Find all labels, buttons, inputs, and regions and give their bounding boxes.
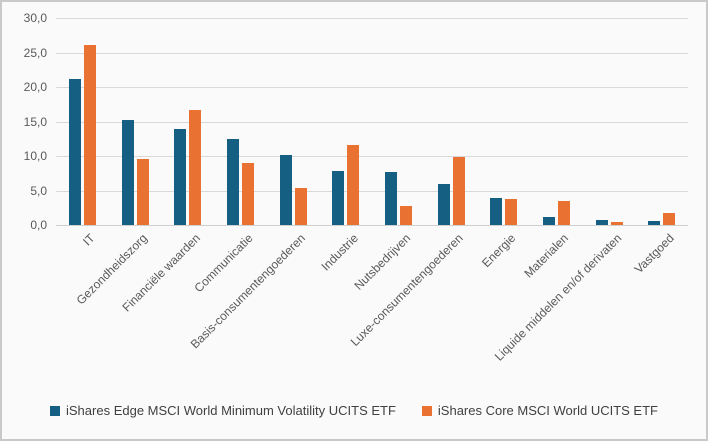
bar-core-4 bbox=[295, 188, 307, 225]
y-axis-tick-label: 10,0 bbox=[23, 149, 47, 163]
bar-core-1 bbox=[137, 159, 149, 225]
gridline bbox=[56, 52, 688, 54]
bar-core-10 bbox=[611, 222, 623, 225]
gridline bbox=[56, 190, 688, 192]
bar-minvol-3 bbox=[227, 139, 239, 225]
x-axis-line bbox=[56, 225, 688, 226]
chart-legend: iShares Edge MSCI World Minimum Volatili… bbox=[0, 403, 708, 418]
bar-minvol-6 bbox=[385, 172, 397, 225]
bar-core-9 bbox=[558, 201, 570, 225]
bar-minvol-10 bbox=[596, 220, 608, 225]
x-axis-category-label: Energie bbox=[479, 231, 519, 271]
bar-minvol-9 bbox=[543, 217, 555, 225]
bar-minvol-2 bbox=[174, 129, 186, 225]
x-axis-category-label: IT bbox=[79, 231, 98, 249]
bar-core-6 bbox=[400, 206, 412, 225]
bar-minvol-7 bbox=[438, 184, 450, 225]
bar-core-7 bbox=[453, 157, 465, 225]
y-axis-tick-label: 30,0 bbox=[23, 11, 47, 25]
x-axis-category-label: Vastgoed bbox=[631, 231, 677, 277]
gridline bbox=[56, 18, 688, 19]
legend-item-minvol: iShares Edge MSCI World Minimum Volatili… bbox=[50, 403, 396, 418]
gridline bbox=[56, 156, 688, 157]
bar-minvol-0 bbox=[69, 79, 81, 225]
bar-minvol-8 bbox=[490, 198, 502, 225]
x-axis-category-label: Industrie bbox=[318, 231, 361, 274]
legend-label: iShares Core MSCI World UCITS ETF bbox=[437, 403, 658, 418]
bar-minvol-1 bbox=[122, 120, 134, 225]
legend-label: iShares Edge MSCI World Minimum Volatili… bbox=[66, 403, 396, 418]
bar-minvol-4 bbox=[280, 155, 292, 225]
y-axis-tick-label: 20,0 bbox=[23, 80, 47, 94]
y-axis-tick-label: 5,0 bbox=[30, 183, 47, 198]
legend-swatch-icon bbox=[50, 405, 60, 416]
gridline bbox=[56, 121, 688, 123]
bar-core-0 bbox=[84, 45, 96, 225]
bar-core-2 bbox=[189, 110, 201, 225]
legend-item-core: iShares Core MSCI World UCITS ETF bbox=[421, 403, 658, 418]
bar-core-11 bbox=[663, 213, 675, 225]
x-axis-category-label: Materialen bbox=[521, 231, 572, 281]
bar-core-3 bbox=[242, 163, 254, 225]
y-axis-tick-label: 25,0 bbox=[23, 45, 47, 60]
bar-core-8 bbox=[505, 199, 517, 225]
bar-minvol-5 bbox=[332, 171, 344, 225]
gridline bbox=[56, 87, 688, 88]
y-axis-tick-label: 0,0 bbox=[30, 218, 47, 232]
x-axis-category-label: Luxe-consumentengoederen bbox=[347, 231, 466, 349]
bar-core-5 bbox=[347, 145, 359, 225]
x-axis-category-label: Basis-consumentengoederen bbox=[187, 231, 308, 352]
legend-swatch-icon bbox=[421, 405, 432, 416]
y-axis-tick-label: 15,0 bbox=[23, 114, 47, 129]
bar-minvol-11 bbox=[648, 221, 660, 225]
